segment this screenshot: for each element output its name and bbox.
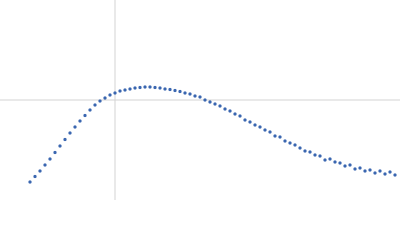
point — [373, 171, 377, 175]
point — [168, 87, 172, 92]
point — [38, 169, 42, 173]
point — [33, 174, 37, 179]
point — [378, 169, 382, 173]
point — [148, 85, 152, 89]
point — [353, 167, 357, 171]
point — [183, 91, 187, 95]
point — [118, 89, 122, 93]
point — [123, 88, 127, 92]
point — [278, 135, 282, 139]
point — [298, 146, 302, 150]
point — [283, 139, 287, 143]
point — [308, 150, 312, 154]
point — [98, 99, 102, 103]
point — [303, 149, 307, 153]
point — [78, 119, 82, 123]
point — [178, 89, 182, 94]
point — [258, 125, 262, 129]
point — [73, 125, 77, 129]
point — [213, 102, 217, 106]
point — [358, 166, 362, 170]
point — [343, 164, 347, 168]
point — [83, 113, 87, 118]
point — [383, 172, 387, 176]
point — [103, 96, 107, 100]
point — [138, 85, 142, 90]
point — [88, 108, 92, 112]
point — [338, 161, 342, 165]
point — [233, 112, 237, 116]
point — [53, 150, 57, 155]
point — [93, 103, 97, 107]
point — [58, 144, 62, 148]
point — [328, 157, 332, 161]
point — [313, 153, 317, 157]
point — [263, 128, 267, 132]
point — [363, 169, 367, 173]
point — [133, 86, 137, 90]
point — [388, 170, 392, 174]
point — [293, 143, 297, 147]
point — [223, 107, 227, 111]
point — [218, 104, 222, 108]
point — [153, 85, 157, 90]
chart — [0, 0, 400, 200]
point — [323, 158, 327, 162]
point — [113, 91, 117, 95]
point — [63, 137, 67, 142]
point — [158, 86, 162, 90]
point — [163, 87, 167, 91]
point — [333, 160, 337, 164]
point — [288, 141, 292, 145]
point — [248, 120, 252, 124]
point — [228, 109, 232, 113]
point — [143, 85, 147, 89]
point — [208, 100, 212, 104]
point — [173, 88, 177, 93]
point — [68, 131, 72, 135]
point — [48, 157, 52, 161]
point — [188, 92, 192, 96]
point — [273, 134, 277, 138]
point — [238, 114, 242, 118]
point — [28, 180, 32, 184]
point — [128, 87, 132, 91]
point — [318, 154, 322, 158]
point — [268, 130, 272, 134]
point — [43, 163, 47, 167]
point — [393, 173, 397, 177]
point — [198, 95, 202, 99]
point — [253, 123, 257, 127]
point — [193, 94, 197, 98]
point — [368, 168, 372, 172]
point — [108, 93, 112, 97]
point — [243, 118, 247, 122]
point — [348, 163, 352, 167]
point — [203, 98, 207, 102]
